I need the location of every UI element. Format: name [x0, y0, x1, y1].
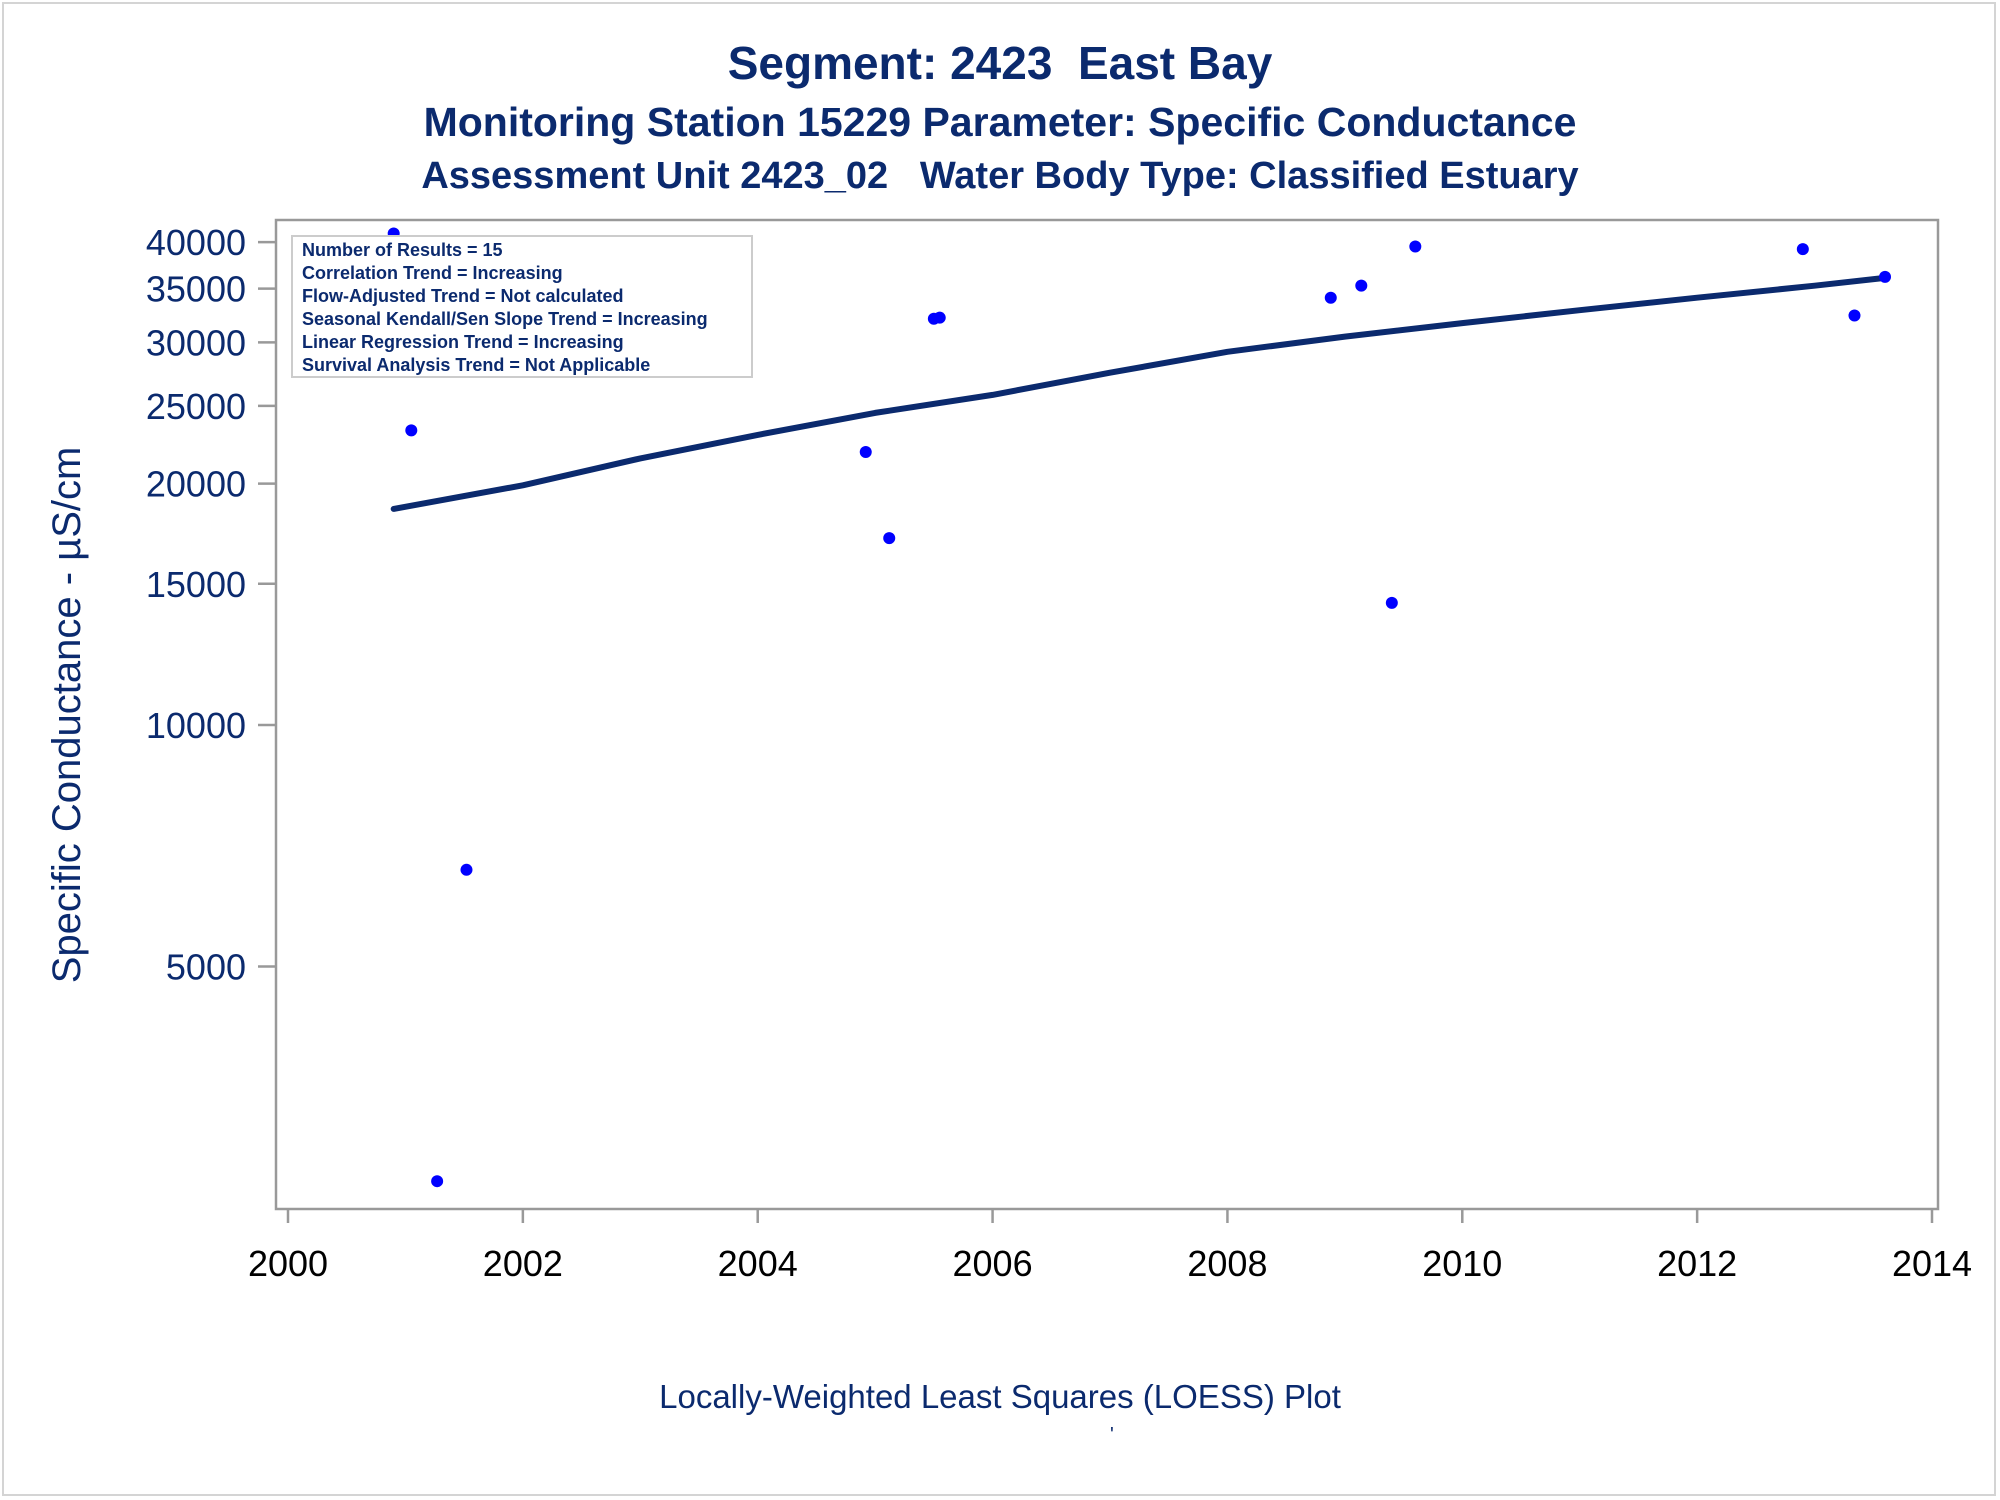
y-tick-label: 40000	[146, 222, 246, 263]
y-tick-label: 35000	[146, 269, 246, 310]
stats-line: Number of Results = 15	[302, 240, 503, 260]
loess-trend-line	[390, 274, 1888, 512]
data-point	[1879, 270, 1892, 283]
stats-line: Correlation Trend = Increasing	[302, 263, 563, 283]
y-tick-label: 30000	[146, 322, 246, 363]
data-point	[1848, 309, 1861, 322]
y-axis-label: Specific Conductance - µS/cm	[45, 447, 89, 984]
stats-box: Number of Results = 15 Correlation Trend …	[291, 235, 753, 378]
data-point	[883, 532, 896, 545]
x-axis: 2000 2002 2004 2006 2008 2010 2012 2014	[248, 1209, 1972, 1284]
stats-box-frame	[291, 235, 753, 378]
data-point	[1324, 291, 1337, 304]
y-tick-label: 25000	[146, 386, 246, 427]
x-tick-label: 2008	[1187, 1243, 1267, 1284]
stats-line: Linear Regression Trend = Increasing	[302, 332, 624, 352]
y-tick-label: 20000	[146, 464, 246, 505]
data-point	[933, 311, 946, 324]
data-point	[1796, 243, 1809, 256]
footnote: Locally-Weighted Least Squares (LOESS) P…	[659, 1378, 1341, 1415]
x-tick-label: 2006	[953, 1243, 1033, 1284]
data-point	[859, 445, 872, 458]
x-tick-label: 2000	[248, 1243, 328, 1284]
data-point	[405, 424, 418, 437]
stats-line: Survival Analysis Trend = Not Applicable	[302, 355, 650, 375]
data-point	[431, 1175, 444, 1188]
chart-subtitle-2: Assessment Unit 2423_02 Water Body Type:…	[421, 155, 1579, 197]
x-tick-label: 2010	[1422, 1243, 1502, 1284]
data-point	[1409, 240, 1422, 253]
y-tick-label: 10000	[146, 705, 246, 746]
plot-area	[274, 218, 1940, 1211]
data-point	[460, 863, 473, 876]
footnote-mark: '	[1110, 1424, 1114, 1446]
x-tick-label: 2012	[1657, 1243, 1737, 1284]
stats-line: Seasonal Kendall/Sen Slope Trend = Incre…	[302, 309, 708, 329]
data-point	[1355, 279, 1368, 292]
stats-line: Flow-Adjusted Trend = Not calculated	[302, 286, 624, 306]
data-point	[1385, 596, 1398, 609]
x-tick-label: 2004	[718, 1243, 798, 1284]
data-points	[387, 227, 1892, 1188]
x-tick-label: 2014	[1892, 1243, 1972, 1284]
y-axis: 5000 10000 15000 20000 25000 30000 35000 40000	[146, 222, 276, 988]
chart-title: Segment: 2423 East Bay	[727, 37, 1273, 89]
x-tick-label: 2002	[483, 1243, 563, 1284]
y-tick-label: 5000	[166, 947, 246, 988]
chart-subtitle: Monitoring Station 15229 Parameter: Spec…	[423, 99, 1577, 145]
y-tick-label: 15000	[146, 564, 246, 605]
